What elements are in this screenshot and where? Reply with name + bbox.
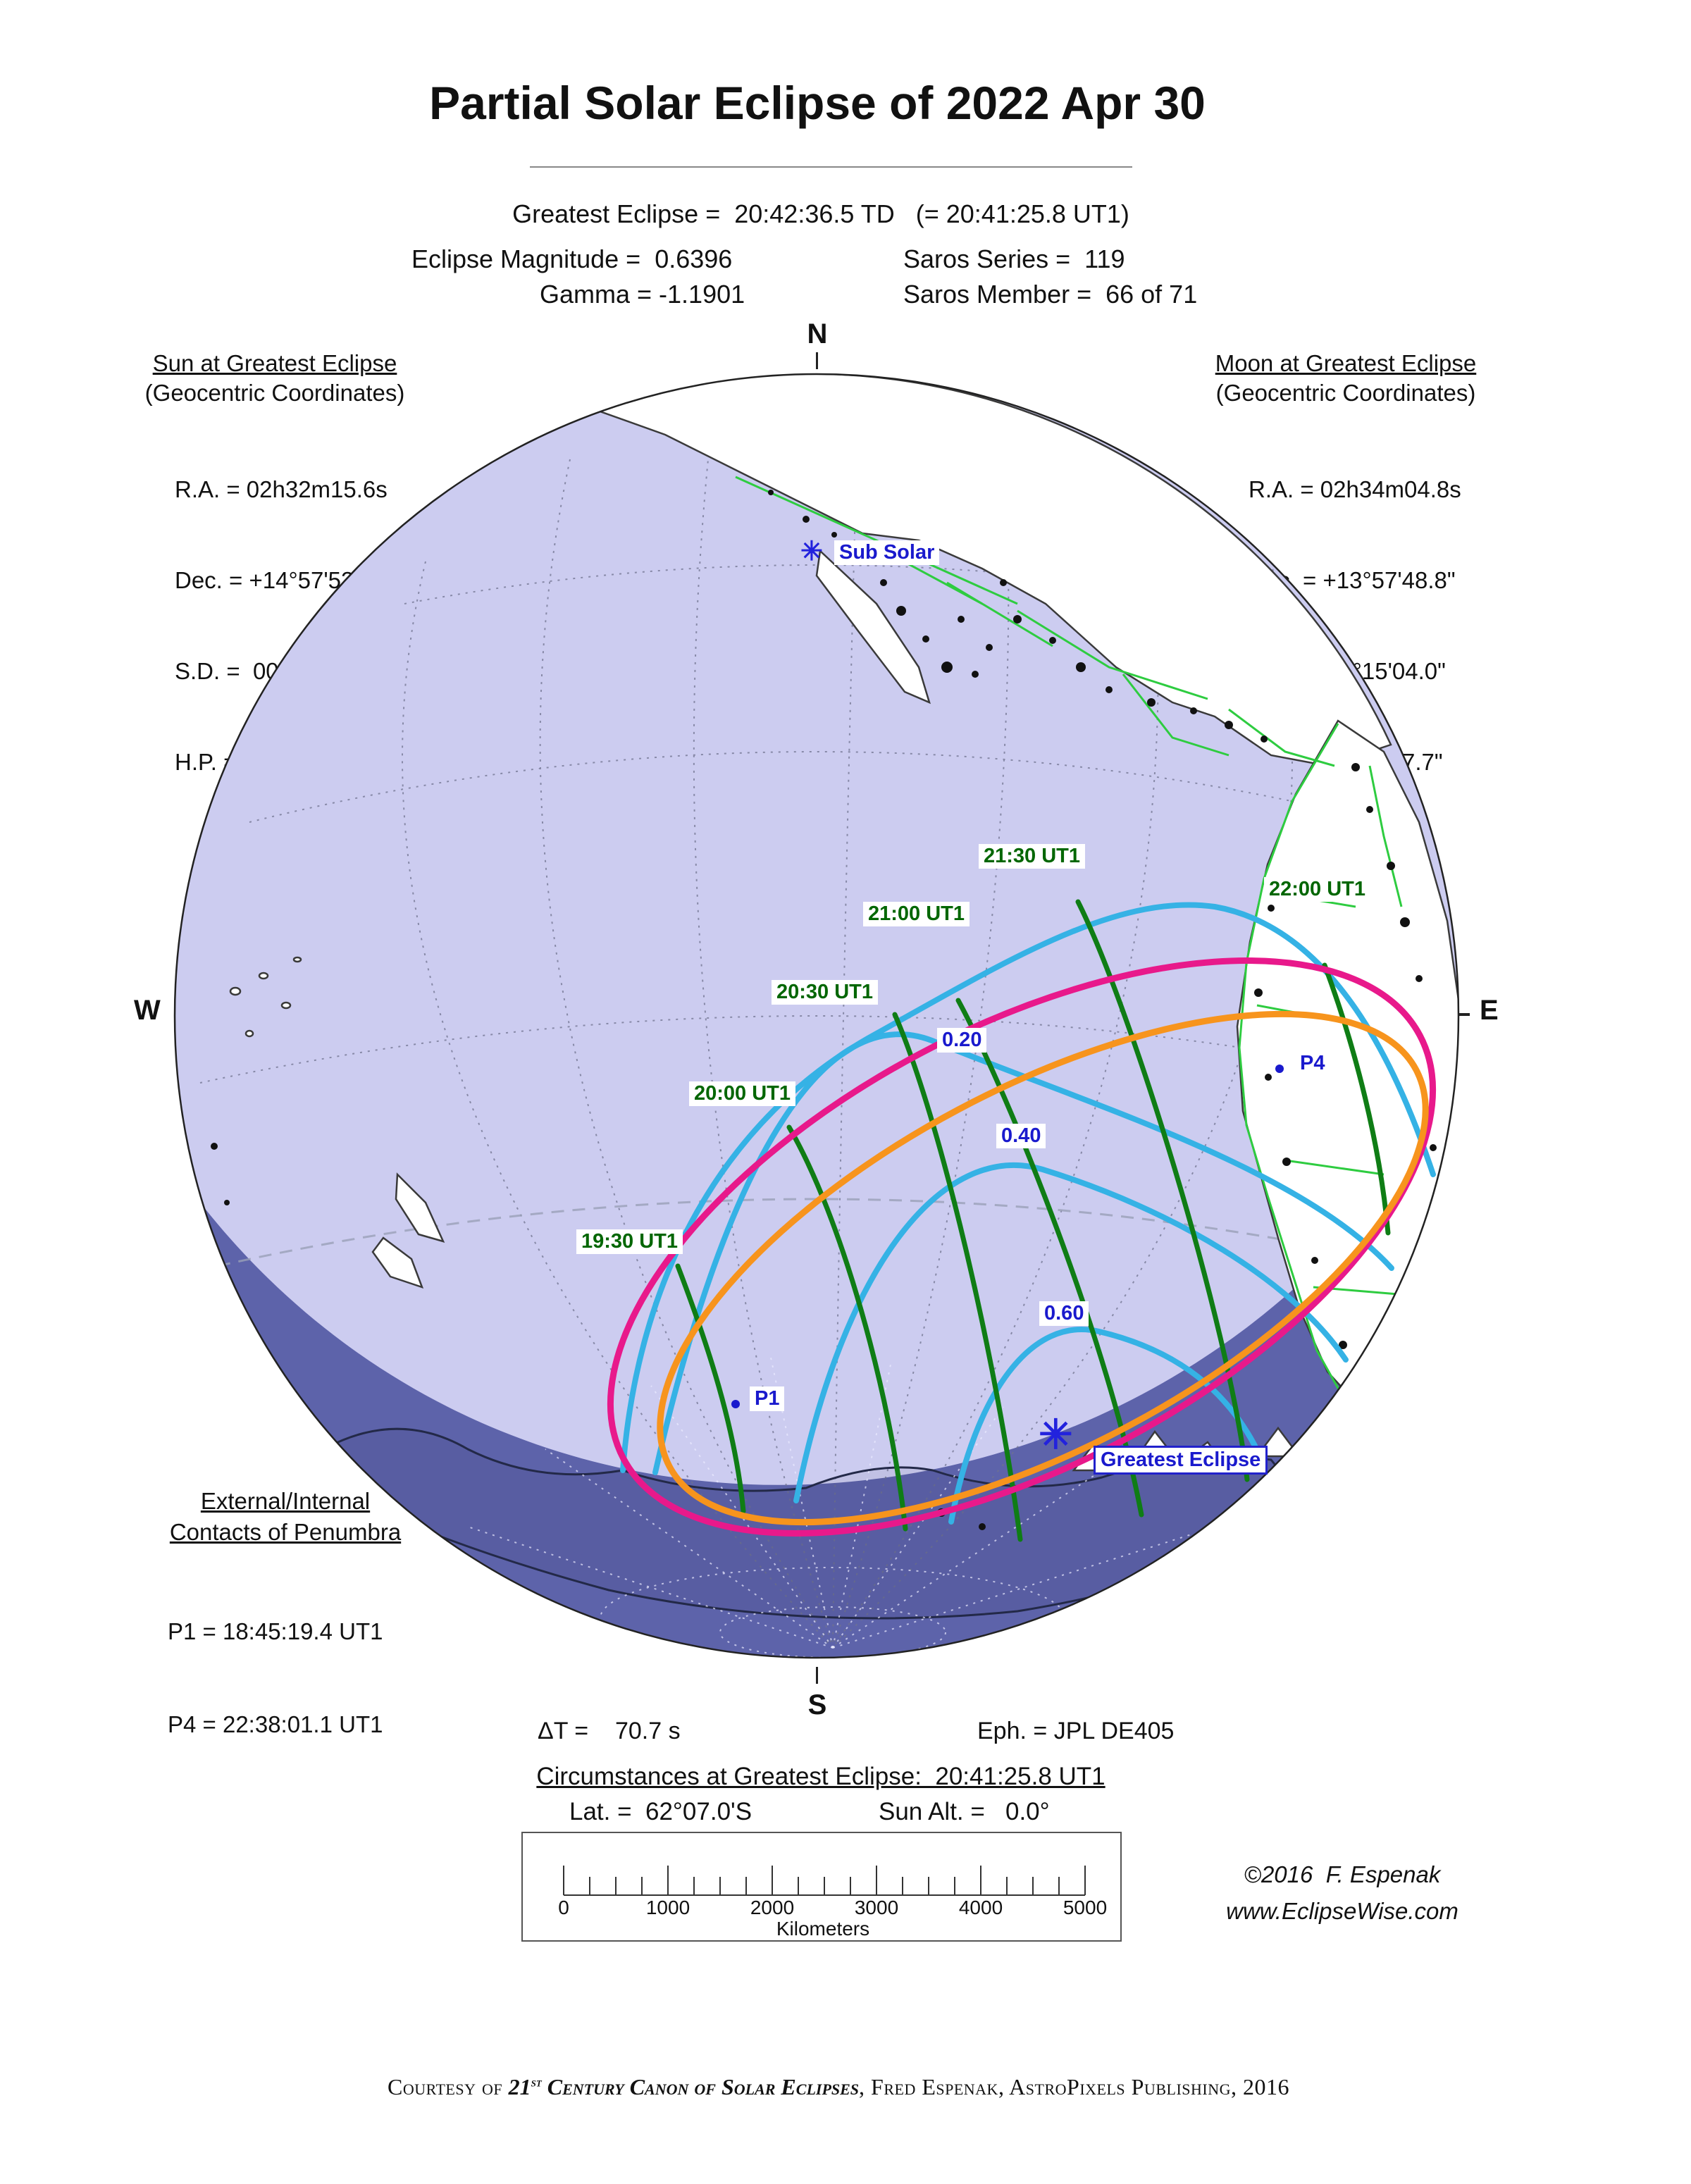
page-title: Partial Solar Eclipse of 2022 Apr 30 [429,77,1206,129]
p1-point [731,1400,740,1408]
scale-tick-0: 0 [558,1897,569,1918]
time-label-2200: 22:00 UT1 [1264,877,1371,902]
time-label-2030: 20:30 UT1 [772,980,879,1005]
courtesy-book-title: Century Canon of Solar Eclipses [541,2074,860,2099]
contacts-title-1: External/Internal [200,1488,371,1514]
penumbra-envelope-curve [607,957,1437,1537]
scale-bar-ruler [563,1866,1086,1896]
scale-tick-3000: 3000 [854,1897,899,1918]
p1-label: P1 [750,1386,785,1412]
time-label-1930: 19:30 UT1 [576,1229,683,1255]
scale-bar [521,1832,1122,1942]
delta-t: ΔT = 70.7 s [538,1718,681,1744]
time-curve-2030 [892,1012,1023,1542]
sun-block-title: Sun at Greatest Eclipse [152,350,397,376]
greatest-eclipse-marker-icon: ✳ [1039,1412,1073,1458]
saros-member: Saros Member = 66 of 71 [903,280,1198,309]
sub-solar-marker-icon: ✳ [800,537,823,566]
scale-unit: Kilometers [776,1918,870,1940]
courtesy-superscript: st [531,2075,542,2090]
magnitude-label-020: 0.20 [937,1028,987,1053]
p4-point [1275,1065,1284,1073]
title-underline [530,166,1132,168]
courtesy-suffix: , Fred Espenak, AstroPixels Publishing, … [859,2074,1289,2099]
compass-north: N [807,318,828,349]
credit-website: www.EclipseWise.com [1226,1898,1458,1924]
sun-ra: R.A. = 02h32m15.6s [175,476,388,502]
island [258,972,269,980]
globe-rim [173,373,1460,1659]
compass-west: W [134,995,161,1026]
scale-tick-1000: 1000 [645,1897,690,1918]
night-shadow-region [185,1098,1451,1658]
contacts-title-2: Contacts of Penumbra [169,1519,402,1545]
magnitude-curve-020 [652,1031,1394,1475]
island [229,986,242,996]
courtesy-line: Courtesy of 21st Century Canon of Solar … [0,2074,1677,2100]
circumstances-sun-alt: Sun Alt. = 0.0° [879,1798,1050,1825]
rise-set-curve [657,1010,1429,1526]
island [244,1029,254,1038]
eclipse-magnitude: Eclipse Magnitude = 0.6396 [411,244,733,273]
compass-south-tick [816,1667,818,1684]
compass-east: E [1480,995,1499,1026]
island [280,1001,292,1010]
magnitude-label-060: 0.60 [1039,1301,1089,1327]
time-label-2100: 21:00 UT1 [863,902,970,927]
p4-label: P4 [1300,1052,1325,1074]
globe-map [173,373,1460,1659]
island-hawaii [272,552,285,561]
moon-ra: R.A. = 02h34m04.8s [1249,476,1461,502]
compass-east-tick [1453,1013,1470,1016]
courtesy-prefix: Courtesy of [387,2074,509,2099]
credit-author: ©2016 F. Espenak [1244,1861,1441,1887]
greatest-eclipse-time: Greatest Eclipse = 20:42:36.5 TD (= 20:4… [512,199,1129,228]
sun-block-subtitle: (Geocentric Coordinates) [144,380,405,406]
land-new-zealand-south [371,1236,424,1289]
magnitude-label-040: 0.40 [996,1124,1046,1149]
scale-tick-4000: 4000 [958,1897,1003,1918]
saros-series: Saros Series = 119 [903,244,1125,273]
courtesy-number: 21 [508,2074,531,2099]
compass-north-tick [816,352,818,369]
time-curve-2130 [1075,899,1250,1482]
land-new-zealand [395,1172,445,1243]
scale-tick-5000: 5000 [1063,1897,1108,1918]
moon-block-title: Moon at Greatest Eclipse [1215,350,1477,376]
time-label-2000: 20:00 UT1 [689,1081,796,1107]
time-curve-2200 [1322,962,1391,1236]
scale-tick-2000: 2000 [750,1897,795,1918]
time-label-2130: 21:30 UT1 [979,844,1086,869]
island [292,956,302,963]
moon-block-subtitle: (Geocentric Coordinates) [1215,380,1476,406]
contact-p4: P4 = 22:38:01.1 UT1 [168,1711,383,1737]
contacts-block: External/Internal Contacts of Penumbra P… [134,1488,437,1802]
land-baja [815,549,931,705]
circumstances-title: Circumstances at Greatest Eclipse: 20:41… [536,1763,1105,1790]
time-curve-1930 [675,1263,746,1514]
time-curve-2000 [786,1124,908,1532]
circumstances-lat: Lat. = 62°07.0'S [569,1798,752,1825]
ephemeris: Eph. = JPL DE405 [977,1718,1175,1744]
compass-south: S [807,1689,827,1720]
greatest-eclipse-label: Greatest Eclipse [1094,1446,1268,1475]
contact-p1: P1 = 18:45:19.4 UT1 [168,1618,383,1644]
gamma: Gamma = -1.1901 [540,280,745,309]
sub-solar-label: Sub Solar [834,540,940,566]
